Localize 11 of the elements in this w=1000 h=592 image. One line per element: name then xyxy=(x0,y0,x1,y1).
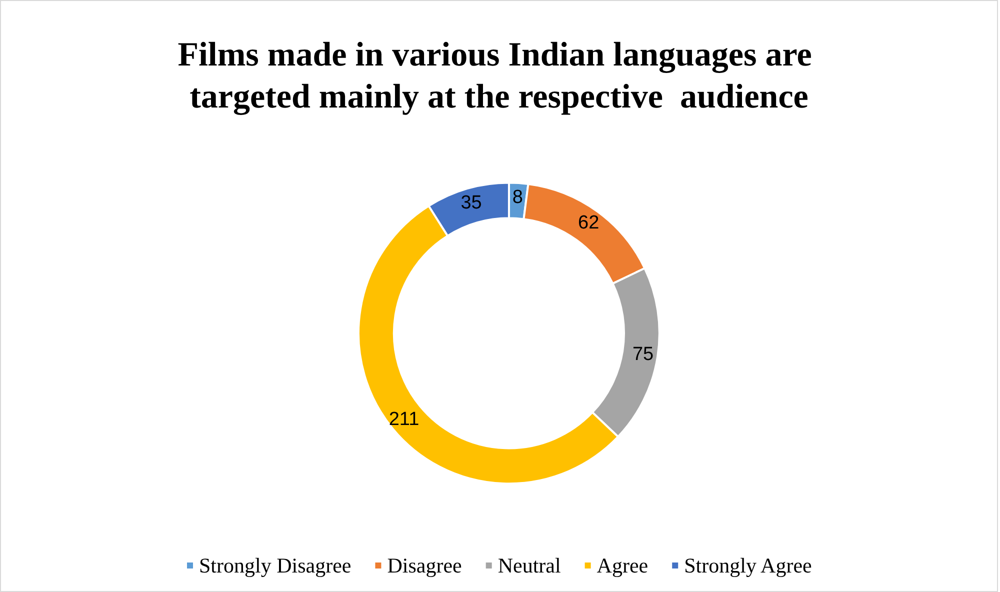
data-label: 75 xyxy=(632,344,654,365)
legend-label: Strongly Agree xyxy=(684,554,812,578)
data-label: 211 xyxy=(388,408,420,430)
chart-title: Films made in various Indian languages are targeted mainly at the respective audience xyxy=(178,36,820,116)
data-label: 62 xyxy=(578,212,600,234)
legend-label: Strongly Disagree xyxy=(198,554,352,578)
data-label: 8 xyxy=(512,187,523,208)
legend-label: Neutral xyxy=(498,554,561,578)
legend-label: Agree xyxy=(596,554,648,578)
legend-label: Disagree xyxy=(387,554,462,578)
data-label: 35 xyxy=(460,192,482,214)
